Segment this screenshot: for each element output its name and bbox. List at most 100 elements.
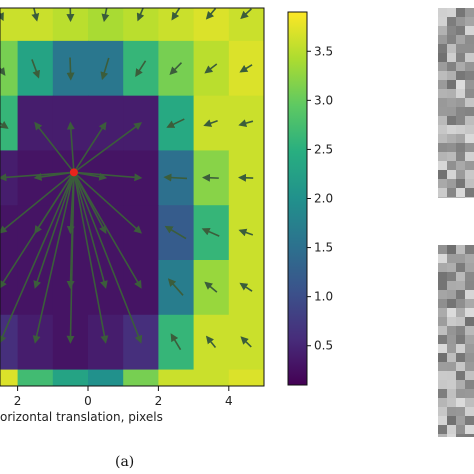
patch-pixel (456, 71, 465, 80)
heatmap-cell (228, 369, 264, 386)
patch-pixel (438, 17, 447, 26)
patch-pixel (465, 134, 474, 143)
patch-pixel (447, 254, 456, 263)
patch-pixel (438, 371, 447, 380)
heatmap-cell (17, 8, 54, 42)
patch-pixel (438, 389, 447, 398)
patch-pixel (456, 35, 465, 44)
displacement-arrow (205, 335, 217, 348)
patch-pixel (456, 53, 465, 62)
patch-pixel (465, 290, 474, 299)
heatmap-cell (0, 260, 19, 316)
patch-pixel (456, 134, 465, 143)
patch-pixel (465, 80, 474, 89)
displacement-arrow (240, 8, 252, 20)
heatmap-cell (88, 369, 124, 386)
patch-pixel (465, 380, 474, 389)
patch-pixel (447, 434, 456, 437)
patch-pixel (438, 290, 447, 299)
inset-images (438, 8, 474, 437)
displacement-arrow (204, 281, 218, 293)
displacement-arrow (0, 172, 75, 344)
patch-pixel (447, 161, 456, 170)
patch-pixel (465, 152, 474, 161)
heatmap-cell (17, 369, 54, 386)
patch-pixel (447, 179, 456, 188)
displacement-arrow (204, 63, 218, 74)
patch-pixel (447, 17, 456, 26)
displacement-arrow (240, 336, 252, 348)
patch-pixel (456, 398, 465, 407)
patch-pixel (447, 245, 456, 254)
patch-pixel (447, 299, 456, 308)
displacement-arrow (0, 171, 75, 234)
patch-pixel (438, 134, 447, 143)
displacement-arrow (203, 119, 218, 127)
patch-pixel (438, 344, 447, 353)
patch-pixel (447, 197, 456, 198)
patch-pixel (447, 353, 456, 362)
patch-pixel (465, 434, 474, 437)
patch-pixel (456, 197, 465, 198)
patch-pixel (465, 116, 474, 125)
patch-pixel (456, 281, 465, 290)
displacement-arrow (34, 121, 75, 173)
patch-pixel (465, 389, 474, 398)
patch-pixel (456, 245, 465, 254)
patch-pixel (456, 344, 465, 353)
patch-pixel (438, 245, 447, 254)
patch-pixel (465, 344, 474, 353)
patch-pixel (465, 89, 474, 98)
patch-pixel (447, 107, 456, 116)
heatmap-cell (88, 314, 124, 371)
patch-pixel (456, 299, 465, 308)
colorbar-tick-label: 3.5 (314, 44, 333, 58)
patch-pixel (438, 326, 447, 335)
colorbar: 0.5 1.0 1.5 2.0 2.5 3.0 3.5 (287, 11, 333, 386)
displacement-arrow (170, 333, 182, 351)
displacement-arrow (32, 172, 75, 344)
patch-pixel (456, 44, 465, 53)
patch-pixel (447, 71, 456, 80)
patch-pixel (465, 353, 474, 362)
patch-pixel (465, 26, 474, 35)
displacement-arrow (169, 62, 183, 75)
patch-pixel (447, 398, 456, 407)
colorbar-tick-label: 0.5 (314, 339, 333, 353)
displacement-arrow (163, 173, 188, 182)
heatmap-cell (0, 95, 19, 151)
displacement-arrow (171, 8, 181, 21)
patch-pixel (456, 143, 465, 152)
patch-pixel (438, 272, 447, 281)
patch-pixel (438, 254, 447, 263)
patch-pixel (465, 35, 474, 44)
patch-pixel (465, 188, 474, 197)
patch-pixel (438, 362, 447, 371)
patch-pixel (447, 317, 456, 326)
patch-pixel (456, 17, 465, 26)
patch-pixel (438, 434, 447, 437)
heatmap-cell (52, 8, 89, 42)
patch-pixel (447, 170, 456, 179)
patch-pixel (456, 125, 465, 134)
patch-pixel (456, 179, 465, 188)
displacement-arrow (202, 173, 219, 182)
patch-pixel (456, 308, 465, 317)
displacement-arrow (73, 172, 143, 344)
patch-pixel (447, 281, 456, 290)
patch-pixel (456, 263, 465, 272)
displacement-arrow (0, 171, 75, 289)
patch-pixel (438, 197, 447, 198)
displacement-arrow (238, 119, 254, 127)
displacement-arrow (33, 171, 75, 181)
patch-pixel (447, 62, 456, 71)
heatmap-cell (123, 205, 159, 261)
patch-pixel (438, 188, 447, 197)
patch-pixel (456, 116, 465, 125)
displacement-arrow (0, 391, 2, 404)
heatmap-cell (123, 8, 159, 42)
patch-pixel (456, 161, 465, 170)
patch-pixel (456, 434, 465, 437)
patch-pixel (465, 197, 474, 198)
